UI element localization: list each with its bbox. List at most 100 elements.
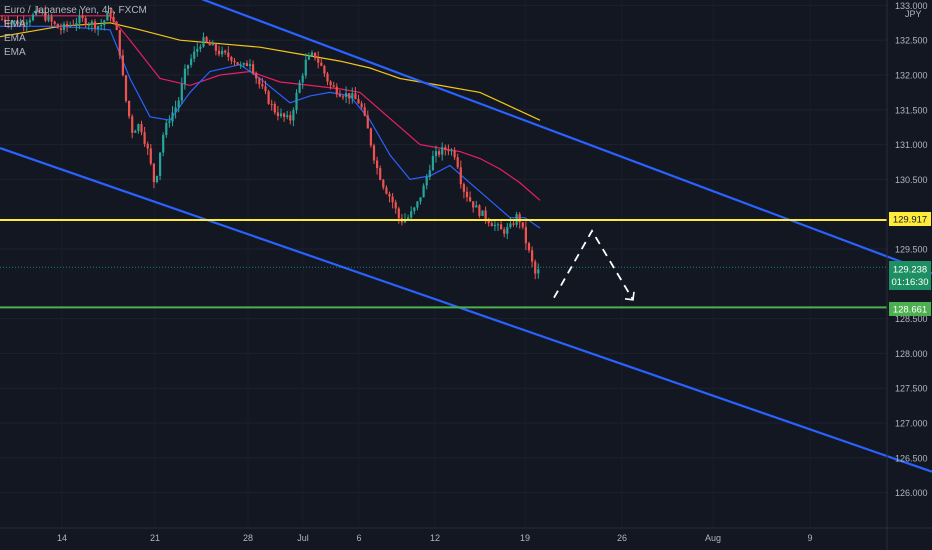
- candle-body: [146, 143, 149, 149]
- candle-body: [239, 64, 242, 66]
- candle-body: [369, 128, 372, 146]
- candle: [190, 54, 193, 68]
- resistance-price-label: 129.917: [889, 212, 931, 226]
- candle-body: [366, 115, 369, 129]
- candle-body: [227, 52, 230, 58]
- candle: [301, 72, 304, 89]
- candle: [484, 206, 487, 224]
- candle-body: [84, 18, 87, 26]
- candle-body: [193, 51, 196, 59]
- candle: [351, 87, 354, 104]
- price-tick-label: 127.500: [895, 384, 928, 394]
- candle: [459, 160, 462, 189]
- candle-body: [44, 12, 47, 21]
- candle-body: [438, 151, 441, 155]
- candle-body: [56, 23, 59, 29]
- candle: [41, 9, 44, 15]
- candle-body: [16, 20, 19, 25]
- candle-body: [441, 147, 444, 155]
- candle: [419, 197, 422, 205]
- candle: [255, 71, 258, 84]
- time-tick-label: 19: [520, 533, 530, 543]
- candle: [279, 108, 283, 118]
- time-tick-label: 26: [617, 533, 627, 543]
- ema-legend-1[interactable]: EMA: [4, 19, 26, 30]
- price-tick-label: 128.000: [895, 349, 928, 359]
- candle-body: [326, 73, 329, 82]
- candle-body: [152, 163, 155, 183]
- candle-body: [469, 197, 472, 202]
- candle: [149, 144, 152, 166]
- candle-body: [276, 112, 279, 117]
- candle: [140, 120, 143, 136]
- candle: [298, 79, 301, 94]
- candle: [84, 15, 87, 28]
- candle-body: [78, 15, 81, 24]
- candle: [354, 86, 357, 100]
- candle-body: [261, 84, 264, 87]
- candle-body: [323, 65, 326, 74]
- price-tick-label: 128.500: [895, 314, 928, 324]
- candle: [379, 165, 382, 181]
- candle: [186, 64, 190, 76]
- candle: [165, 119, 168, 138]
- candle: [283, 112, 286, 122]
- candle-body: [4, 19, 7, 23]
- candle: [53, 20, 56, 26]
- candle: [295, 89, 298, 114]
- candle: [146, 141, 149, 155]
- projection-path: [553, 229, 635, 301]
- candle: [56, 23, 59, 29]
- candle-body: [134, 130, 137, 133]
- candle-body: [490, 223, 493, 227]
- time-tick-label: 12: [430, 533, 440, 543]
- candle: [456, 153, 459, 169]
- candle: [478, 204, 481, 219]
- candle: [155, 175, 159, 184]
- candle: [369, 127, 372, 148]
- candle-body: [283, 113, 286, 117]
- price-tick-label: 131.000: [895, 140, 928, 150]
- candle-body: [376, 160, 379, 169]
- candle-body: [419, 197, 422, 202]
- candle-body: [66, 23, 69, 27]
- candle: [385, 185, 388, 195]
- support-price-text: 128.661: [893, 305, 927, 316]
- candle-body: [506, 227, 509, 234]
- price-tick-label: 132.000: [895, 71, 928, 81]
- symbol-title[interactable]: Euro / Japanese Yen, 4h, FXCM: [4, 5, 147, 16]
- candle-body: [444, 147, 447, 150]
- candle-body: [50, 16, 53, 22]
- projection-line: [553, 229, 634, 301]
- candle: [481, 210, 484, 217]
- candle-body: [35, 10, 38, 15]
- candle-body: [273, 103, 276, 113]
- candle: [453, 147, 456, 160]
- candle: [531, 246, 534, 268]
- ema-legend-3[interactable]: EMA: [4, 47, 26, 58]
- candle-body: [292, 110, 295, 121]
- candle-body: [338, 94, 341, 97]
- candle: [410, 206, 413, 219]
- candle: [431, 150, 434, 171]
- candle: [22, 15, 25, 32]
- candle: [78, 9, 81, 30]
- candle: [264, 80, 267, 95]
- candle-body: [196, 48, 199, 52]
- candle: [174, 100, 177, 119]
- candle-body: [348, 93, 351, 99]
- candle: [35, 7, 38, 17]
- candle-body: [295, 92, 298, 111]
- time-tick-label: Aug: [705, 533, 721, 543]
- candle: [44, 5, 47, 23]
- price-axis[interactable]: 133.000 132.500 132.000 131.500 131.000 130.5…: [895, 1, 928, 498]
- candle: [180, 77, 183, 105]
- ema-legend-2[interactable]: EMA: [4, 33, 26, 44]
- candle: [236, 62, 239, 66]
- candle-body: [481, 210, 484, 216]
- candle-body: [428, 170, 431, 177]
- candle-body: [100, 24, 103, 27]
- candle: [506, 223, 509, 240]
- time-axis[interactable]: 14 21 28 Jul 6 12 19 26 Aug 9: [57, 533, 813, 543]
